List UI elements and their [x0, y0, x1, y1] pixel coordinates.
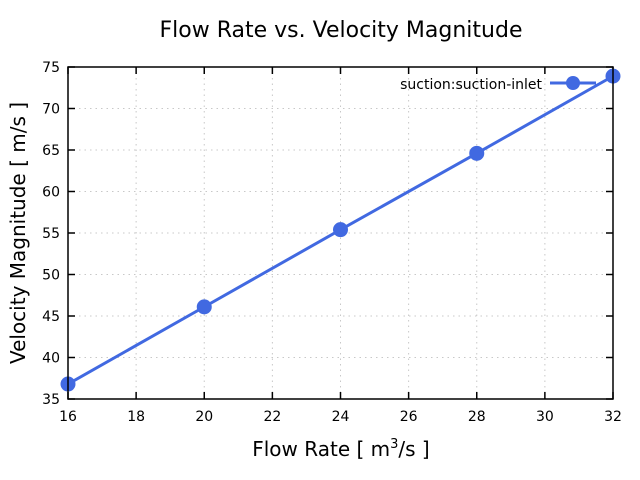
x-axis-label-main: Flow Rate [ m	[252, 437, 390, 461]
data-point	[333, 222, 348, 238]
y-tick-label: 70	[42, 102, 60, 118]
plot-frame	[67, 66, 614, 400]
y-axis-label: Velocity Magnitude [ m/s ]	[6, 102, 30, 364]
data-point	[196, 299, 212, 315]
y-tick-label: 75	[42, 60, 60, 76]
legend-label: suction:suction-inlet	[400, 77, 542, 93]
x-axis-label-tail: /s ]	[398, 437, 429, 461]
series-layer	[60, 68, 621, 392]
axis-ticks: 16 18 20 22 24 26 28 30 32 35 40 45 50 55 60 65 70 75	[42, 60, 622, 425]
legend-marker	[566, 76, 580, 90]
y-tick-label: 40	[42, 351, 60, 367]
x-tick-label: 32	[604, 409, 622, 425]
chart-title: Flow Rate vs. Velocity Magnitude	[160, 18, 523, 43]
y-tick-label: 35	[42, 392, 60, 408]
x-tick-label: 28	[468, 409, 486, 425]
x-axis-label: Flow Rate [ m3/s ]	[252, 437, 429, 461]
x-tick-label: 22	[263, 409, 281, 425]
x-tick-label: 26	[400, 409, 418, 425]
y-tick-label: 50	[42, 268, 60, 284]
y-tick-label: 45	[42, 309, 60, 325]
x-tick-label: 24	[332, 409, 350, 425]
y-tick-label: 55	[42, 226, 60, 242]
y-tick-label: 65	[42, 143, 60, 159]
x-axis-label-superscript: 3	[390, 437, 398, 452]
x-tick-label: 16	[59, 409, 77, 425]
x-tick-label: 30	[536, 409, 554, 425]
legend: suction:suction-inlet	[400, 76, 596, 93]
x-tick-label: 20	[195, 409, 213, 425]
y-tick-label: 60	[42, 185, 60, 201]
x-tick-label: 18	[127, 409, 145, 425]
data-point	[469, 145, 485, 161]
